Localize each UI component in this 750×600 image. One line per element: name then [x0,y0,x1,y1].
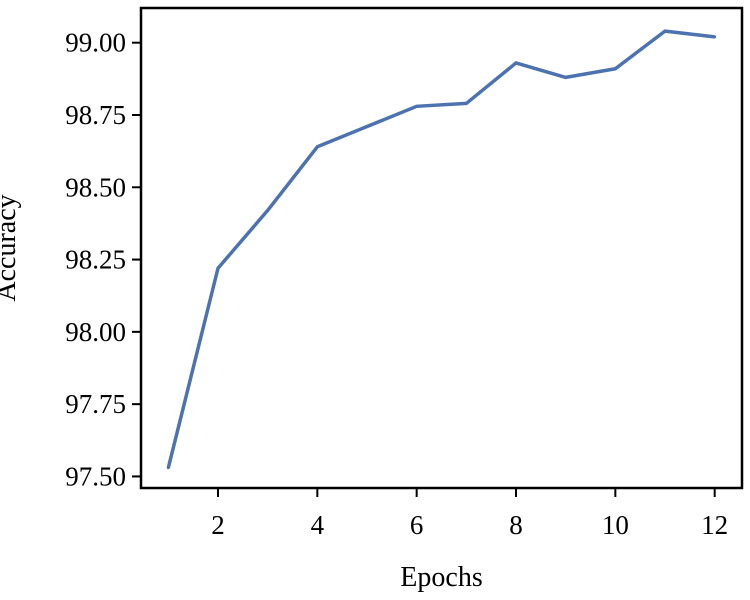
y-tick-label: 98.50 [65,172,126,202]
y-tick-label: 98.25 [65,245,126,275]
data-point [713,35,717,39]
series-group [166,29,717,470]
data-point [216,266,220,270]
y-tick-label: 97.50 [65,461,126,491]
y-tick-label: 99.00 [65,28,126,58]
y-axis-title: Accuracy [0,194,22,301]
x-tick-label: 12 [701,510,728,540]
data-point [663,29,667,33]
data-point [315,145,319,149]
data-point [415,104,419,108]
data-point [166,466,170,470]
data-point [514,61,518,65]
x-tick-label: 6 [410,510,424,540]
data-point [564,75,568,79]
axis-ticks: 97.50 97.75 98.00 98.25 98.50 98.75 99.00 2 4 6 8 1… [65,28,728,540]
data-point [365,125,369,129]
y-tick-label: 98.75 [65,100,126,130]
plot-frame [139,6,744,490]
x-tick-label: 10 [602,510,629,540]
series-line [166,29,715,469]
x-tick-label: 2 [211,510,225,540]
x-tick-label: 4 [311,510,325,540]
x-tick-label: 8 [509,510,523,540]
x-axis-title: Epochs [400,562,482,593]
data-point [464,101,468,105]
data-point [613,67,617,71]
y-tick-label: 97.75 [65,389,126,419]
data-point [266,208,270,212]
y-tick-label: 98.00 [65,317,126,347]
